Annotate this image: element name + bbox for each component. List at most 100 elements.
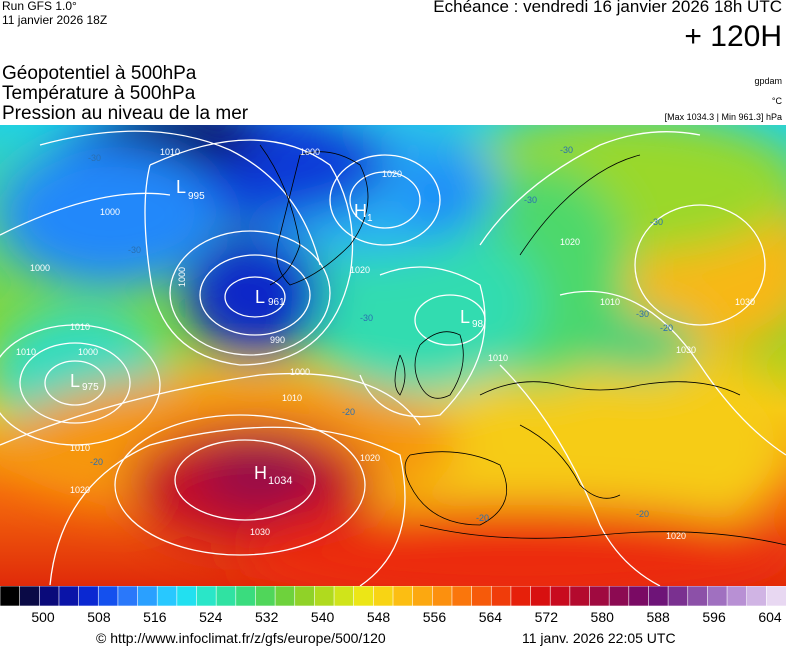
color-swatch: [19, 586, 41, 606]
svg-text:1000: 1000: [290, 367, 310, 377]
scale-tick-label: 564: [478, 609, 503, 625]
color-swatch: [156, 586, 178, 606]
svg-text:L: L: [70, 371, 80, 391]
svg-text:1020: 1020: [382, 169, 402, 179]
high-center-1034: H 1034: [254, 463, 292, 487]
unit-geopotential: gpdam: [754, 76, 782, 86]
color-swatch: [294, 586, 316, 606]
svg-text:1000: 1000: [30, 263, 50, 273]
color-swatch: [431, 586, 453, 606]
scale-tick-label: 508: [87, 609, 111, 625]
color-swatch: [196, 586, 217, 606]
svg-text:1030: 1030: [676, 345, 696, 355]
svg-text:-30: -30: [650, 217, 663, 227]
coastlines: [259, 144, 786, 546]
svg-text:-30: -30: [636, 309, 649, 319]
color-swatch: [628, 586, 650, 606]
model-run-label: Run GFS 1.0°: [2, 0, 77, 13]
scale-tick-label: 548: [366, 609, 391, 625]
pressure-range: [Max 1034.3 | Min 961.3] hPa: [664, 112, 782, 122]
svg-text:1020: 1020: [70, 485, 90, 495]
svg-text:L: L: [460, 307, 470, 327]
svg-text:961: 961: [268, 297, 285, 308]
svg-text:1: 1: [367, 213, 373, 224]
svg-text:98: 98: [472, 319, 484, 330]
svg-text:1034: 1034: [268, 475, 292, 487]
isobar-labels: 1010 1000 1000 1020 1000 990 1000 1010 1…: [16, 147, 755, 541]
svg-text:975: 975: [82, 382, 99, 393]
title-pressure: Pression au niveau de la mer: [2, 103, 249, 124]
scale-tick-label: 588: [646, 609, 670, 625]
color-swatch: [117, 586, 139, 606]
svg-text:1010: 1010: [70, 443, 90, 453]
scale-tick-label: 604: [758, 609, 782, 625]
scale-tick-label: 500: [31, 609, 55, 625]
scale-tick-label: 516: [143, 609, 167, 625]
color-scale: [0, 586, 786, 606]
lead-time: + 120H: [684, 20, 782, 53]
svg-text:1020: 1020: [350, 265, 370, 275]
scale-tick-label: 580: [590, 609, 614, 625]
copyright-url[interactable]: © http://www.infoclimat.fr/z/gfs/europe/…: [96, 630, 386, 646]
color-swatch: [726, 586, 748, 606]
color-swatch: [746, 586, 768, 606]
svg-text:1030: 1030: [250, 527, 270, 537]
color-swatch: [707, 586, 728, 606]
color-swatch: [314, 586, 335, 606]
svg-text:-30: -30: [560, 145, 573, 155]
svg-text:1010: 1010: [160, 147, 180, 157]
color-swatch: [490, 586, 512, 606]
color-swatch: [392, 586, 414, 606]
svg-text:1010: 1010: [282, 393, 302, 403]
svg-text:1020: 1020: [560, 237, 580, 247]
svg-text:1010: 1010: [600, 297, 620, 307]
model-run-date: 11 janvier 2026 18Z: [2, 13, 108, 27]
svg-text:H: H: [254, 463, 267, 483]
color-swatch: [530, 586, 551, 606]
color-swatch: [78, 586, 100, 606]
color-scale-ticks: 500 508 516 524 532 540 548 556 564 572 580 588 596 6…: [0, 609, 786, 627]
color-swatch: [608, 586, 630, 606]
color-swatch: [589, 586, 610, 606]
color-swatch: [648, 586, 669, 606]
weather-map[interactable]: 1010 1000 1000 1020 1000 990 1000 1010 1…: [0, 125, 786, 586]
color-swatch: [215, 586, 237, 606]
svg-text:-30: -30: [128, 245, 141, 255]
svg-text:1020: 1020: [360, 453, 380, 463]
svg-text:-20: -20: [342, 407, 355, 417]
color-swatch: [569, 586, 591, 606]
scale-tick-label: 556: [422, 609, 447, 625]
svg-text:-30: -30: [524, 195, 537, 205]
scale-tick-label: 572: [534, 609, 558, 625]
svg-text:1000: 1000: [300, 147, 320, 157]
unit-temperature: °C: [771, 96, 782, 106]
generation-timestamp: 11 janv. 2026 22:05 UTC: [522, 630, 676, 646]
svg-text:-20: -20: [476, 513, 489, 523]
temperature-labels: -30 -30 -30 -30 -30 -30 -30 -20 -20 -20 …: [88, 145, 673, 523]
svg-text:1010: 1010: [70, 322, 90, 332]
color-swatch: [58, 586, 80, 606]
low-center-995: L 995: [176, 177, 205, 202]
scale-tick-label: 532: [255, 609, 279, 625]
low-center-975: L 975: [70, 371, 99, 393]
color-swatch: [333, 586, 355, 606]
svg-text:-20: -20: [660, 323, 673, 333]
valid-time: Echéance : vendredi 16 janvier 2026 18h …: [433, 0, 782, 16]
low-center-98: L 98: [460, 307, 484, 330]
svg-text:995: 995: [188, 191, 205, 202]
color-swatch: [97, 586, 119, 606]
svg-text:1000: 1000: [100, 207, 120, 217]
color-swatch: [137, 586, 159, 606]
color-swatch: [687, 586, 709, 606]
temperature-shading: [0, 125, 786, 586]
isobar-lines: [0, 130, 786, 586]
title-geopotential: Géopotentiel à 500hPa: [2, 63, 197, 84]
svg-text:L: L: [176, 177, 186, 197]
color-swatch: [38, 586, 60, 606]
low-center-961: L 961: [255, 287, 285, 308]
color-swatch: [373, 586, 394, 606]
svg-text:1010: 1010: [488, 353, 508, 363]
scale-tick-label: 596: [702, 609, 726, 625]
